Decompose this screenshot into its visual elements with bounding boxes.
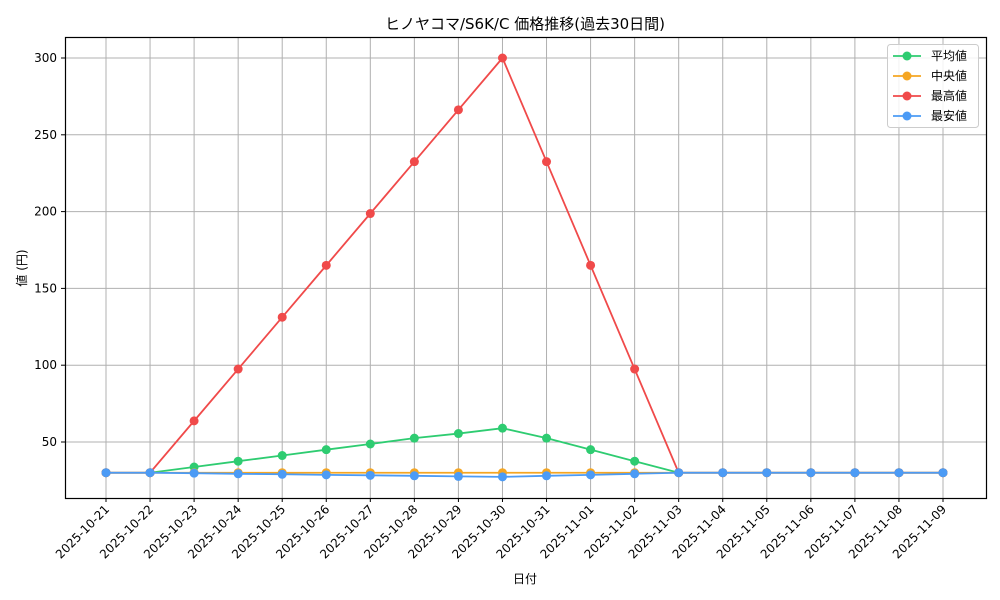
data-point	[586, 470, 596, 480]
data-point	[277, 312, 287, 322]
data-point	[321, 445, 331, 455]
grid-lines	[65, 37, 986, 498]
legend-label: 最高値	[931, 88, 967, 103]
series-line	[106, 471, 943, 478]
data-point	[630, 364, 640, 374]
data-point	[365, 209, 375, 219]
data-point	[189, 416, 199, 426]
data-point	[497, 53, 507, 63]
data-point	[542, 471, 552, 481]
data-point	[277, 469, 287, 479]
legend-label: 最安値	[931, 108, 967, 123]
y-axis-ticks: 50 100 150 200 250 300	[34, 51, 65, 449]
legend-marker	[902, 91, 912, 101]
data-point	[321, 260, 331, 270]
data-point	[718, 468, 728, 478]
y-tick-label: 50	[42, 435, 57, 449]
data-point	[189, 468, 199, 478]
y-tick-label: 200	[34, 205, 57, 219]
data-point	[145, 468, 155, 478]
data-point	[101, 468, 111, 478]
data-point	[542, 433, 552, 443]
data-point	[365, 439, 375, 449]
data-point	[497, 472, 507, 482]
data-point	[630, 456, 640, 466]
data-point	[542, 157, 552, 167]
data-point	[586, 445, 596, 455]
data-point	[233, 364, 243, 374]
data-point	[762, 468, 772, 478]
data-point	[453, 429, 463, 439]
data-point	[365, 470, 375, 480]
data-point	[630, 469, 640, 479]
plot-frame	[64, 36, 988, 500]
series-line	[106, 56, 943, 474]
data-point	[806, 468, 816, 478]
y-tick-label: 250	[34, 128, 57, 142]
chart-title: ヒノヤコマ/S6K/C 価格推移(過去30日間)	[385, 15, 665, 33]
data-point	[674, 468, 684, 478]
y-tick-label: 300	[34, 51, 57, 65]
data-point	[938, 468, 948, 478]
legend-label: 中央値	[931, 68, 967, 83]
legend-box	[887, 44, 979, 128]
data-point	[453, 105, 463, 115]
y-tick-label: 150	[34, 281, 57, 295]
data-point	[233, 469, 243, 479]
data-point	[409, 433, 419, 443]
x-axis-label: 日付	[513, 572, 537, 586]
data-point	[277, 451, 287, 461]
y-tick-label: 100	[34, 358, 57, 372]
data-point	[233, 456, 243, 466]
legend-marker	[902, 71, 912, 81]
data-point	[453, 471, 463, 481]
data-point	[850, 468, 860, 478]
legend-marker	[902, 111, 912, 121]
data-point	[321, 470, 331, 480]
x-axis-ticks: 2025-10-212025-10-222025-10-232025-10-24…	[53, 498, 949, 561]
series-lines	[101, 53, 948, 482]
data-point	[409, 471, 419, 481]
legend-label: 平均値	[931, 48, 967, 63]
data-point	[409, 157, 419, 167]
legend-marker	[902, 51, 912, 61]
series-line	[106, 427, 943, 474]
data-point	[586, 260, 596, 270]
y-axis-label: 値 (円)	[14, 249, 29, 286]
data-point	[497, 423, 507, 433]
data-point	[894, 468, 904, 478]
